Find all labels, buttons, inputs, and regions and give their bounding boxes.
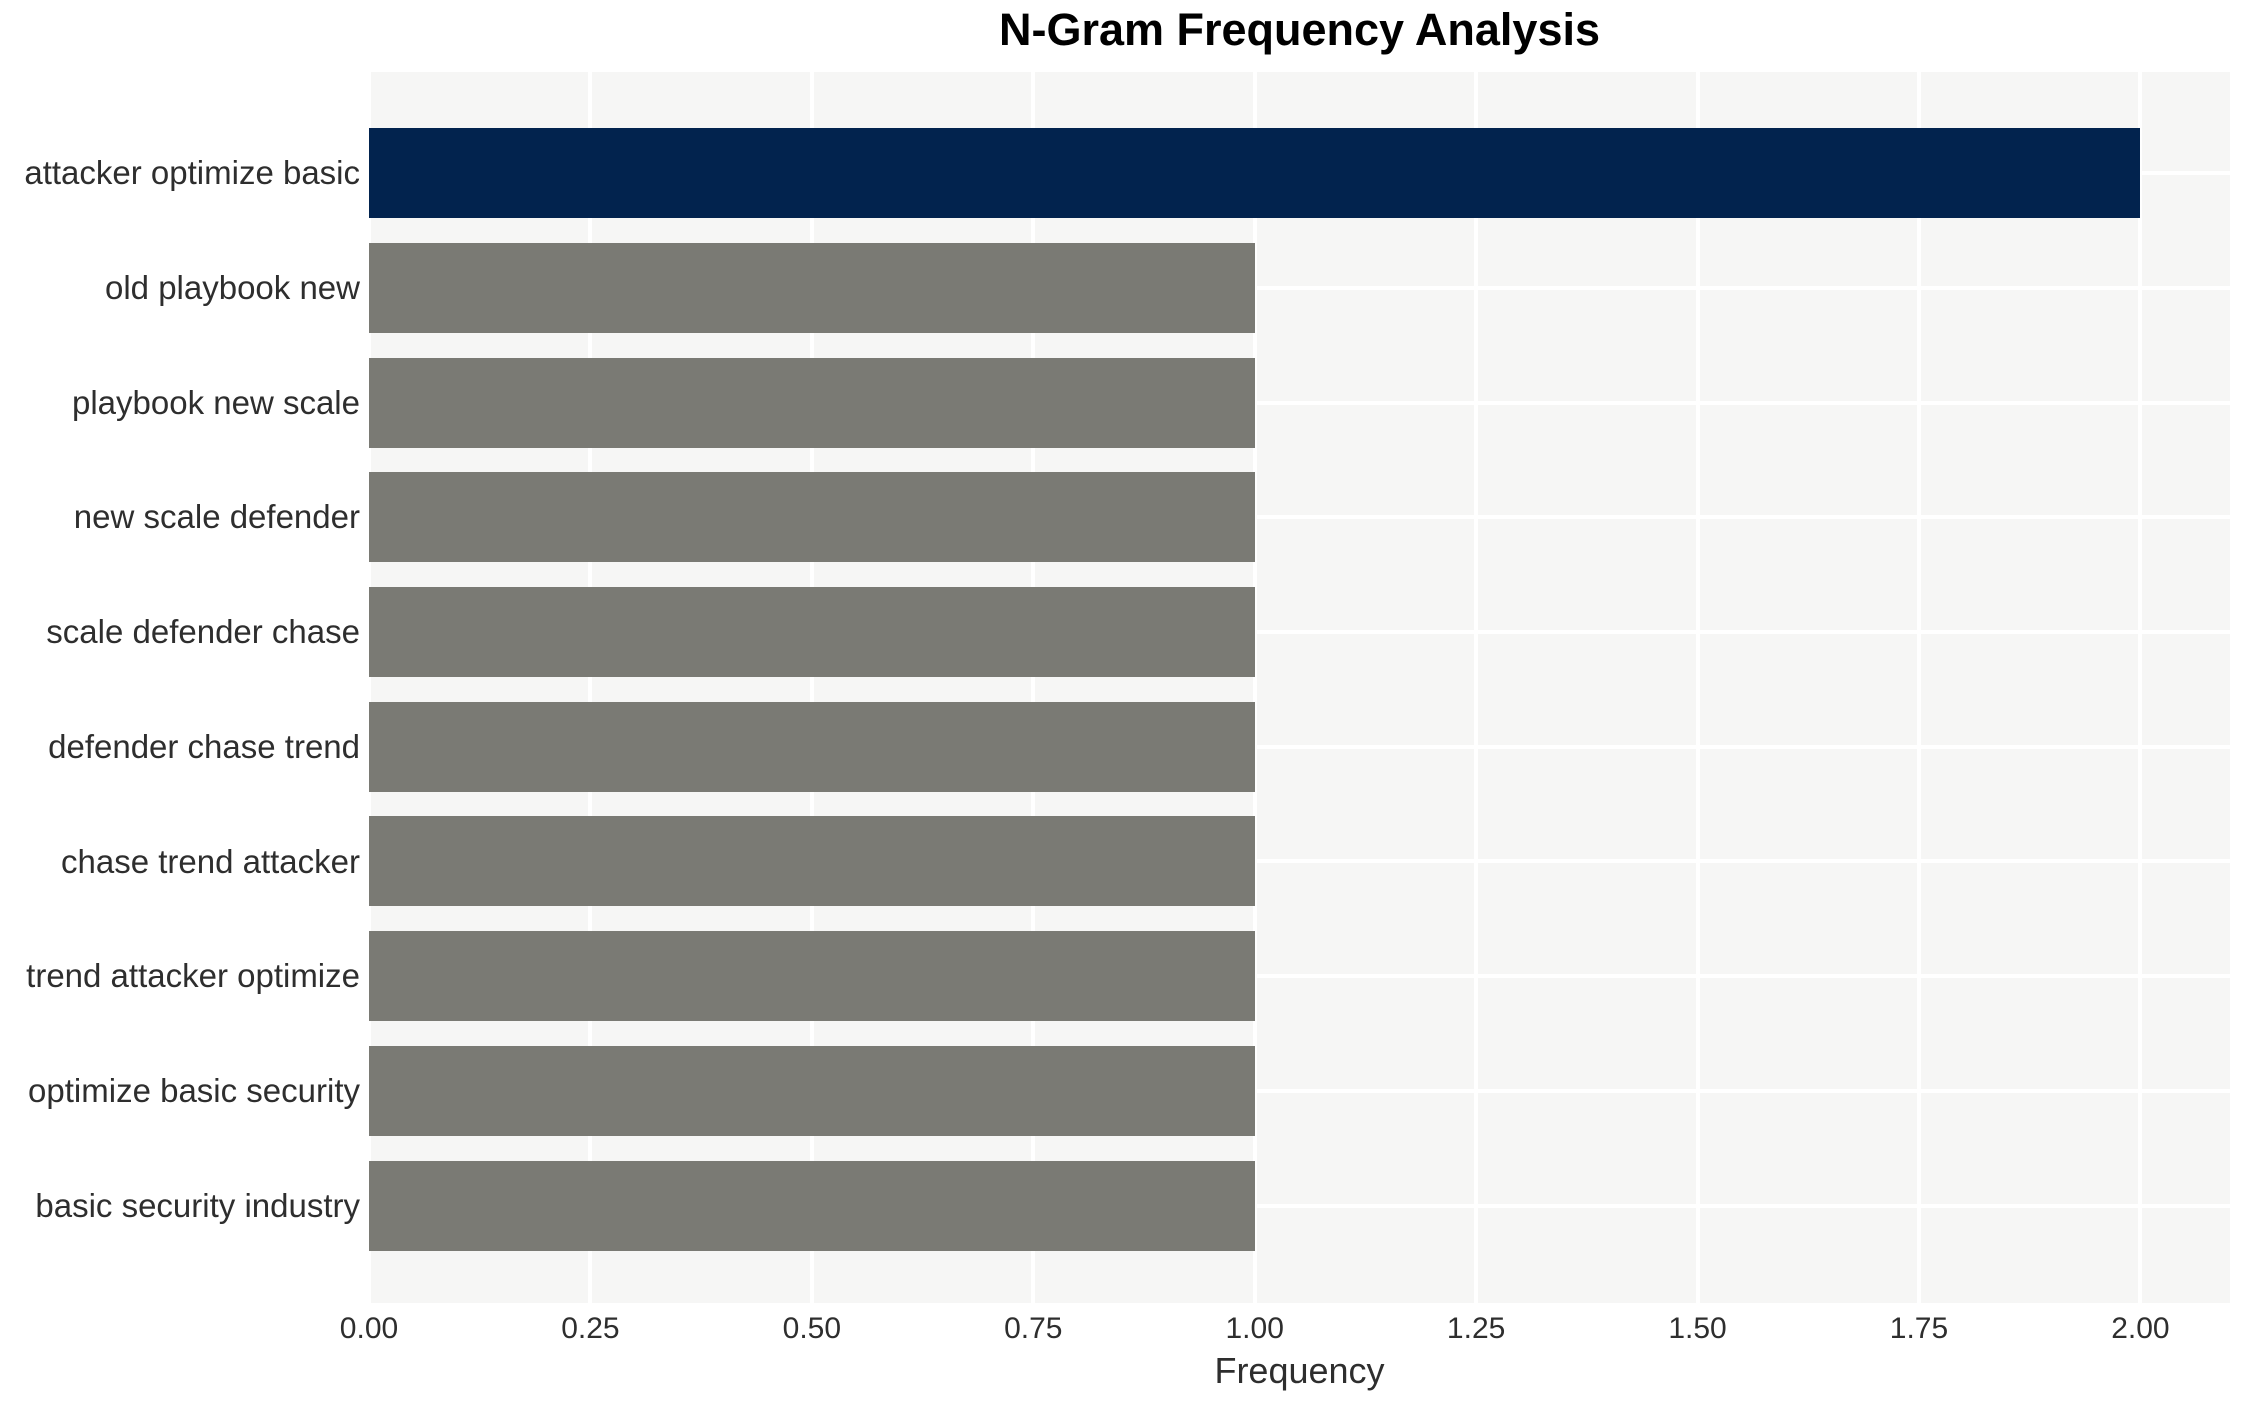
y-axis-label: scale defender chase: [46, 613, 360, 651]
x-axis-tick-label: 1.75: [1889, 1312, 1949, 1345]
y-axis-label: new scale defender: [73, 498, 360, 536]
gridline-horizontal: [369, 286, 2230, 291]
bar-new-scale-defender: [369, 472, 1255, 563]
x-axis-title: Frequency: [1214, 1350, 1385, 1391]
bar-old-playbook-new: [369, 243, 1255, 334]
gridline-vertical: [1252, 72, 1257, 1303]
bar-chase-trend-attacker: [369, 816, 1255, 907]
x-axis-tick-label: 1.25: [1446, 1312, 1506, 1345]
x-axis-tick-label: 2.00: [2111, 1312, 2170, 1345]
y-axis-label: attacker optimize basic: [24, 154, 360, 192]
bar-row: [369, 1148, 2230, 1263]
gridline-vertical: [1031, 72, 1036, 1303]
gridline-horizontal: [369, 400, 2230, 405]
bar-scale-defender-chase: [369, 587, 1255, 678]
plot-area: [367, 72, 2230, 1303]
x-axis-tick-label: 1.00: [1225, 1312, 1284, 1345]
bar-row: [369, 1034, 2230, 1149]
bar-row: [369, 116, 2230, 231]
gridline-horizontal: [369, 974, 2230, 979]
gridline-vertical: [367, 72, 371, 1303]
bar-defender-chase-trend: [369, 701, 1255, 792]
y-axis-label: basic security industry: [35, 1186, 360, 1224]
gridline-vertical: [588, 72, 593, 1303]
x-axis-tick-label: 0.75: [1004, 1312, 1063, 1345]
bar-basic-security-industry: [369, 1160, 1255, 1251]
x-axis-tick-label: 1.50: [1668, 1312, 1727, 1345]
y-axis-label: chase trend attacker: [61, 842, 360, 880]
y-axis-label: trend attacker optimize: [26, 957, 360, 995]
gridline-horizontal: [369, 515, 2230, 520]
x-axis-tick-label: 0.25: [561, 1312, 620, 1345]
gridline-horizontal: [369, 744, 2230, 749]
gridline-horizontal: [369, 1203, 2230, 1208]
chart-title: N-Gram Frequency Analysis: [998, 4, 1601, 55]
gridline-vertical: [1695, 72, 1700, 1303]
bar-row: [369, 345, 2230, 460]
y-axis-label: defender chase trend: [48, 727, 360, 765]
bar-row: [369, 231, 2230, 346]
bar-row: [369, 575, 2230, 690]
gridline-horizontal: [369, 1088, 2230, 1093]
bar-rows: [369, 116, 2230, 1263]
gridline-horizontal: [369, 630, 2230, 635]
bar-attacker-optimize-basic: [369, 128, 2141, 219]
bar-row: [369, 919, 2230, 1034]
bar-playbook-new-scale: [369, 357, 1255, 448]
gridline-vertical: [1474, 72, 1479, 1303]
gridline-vertical: [809, 72, 814, 1303]
bar-row: [369, 689, 2230, 804]
x-axis-tick-label: 0.50: [782, 1312, 842, 1345]
bar-trend-attacker-optimize: [369, 931, 1255, 1022]
y-axis-label: old playbook new: [104, 269, 360, 307]
x-axis-tick-label: 0.00: [339, 1312, 399, 1345]
gridline-horizontal: [369, 859, 2230, 864]
gridline-vertical: [2138, 72, 2143, 1303]
bar-optimize-basic-security: [369, 1045, 1255, 1136]
bar-row: [369, 804, 2230, 919]
bar-row: [369, 460, 2230, 575]
y-axis-label: optimize basic security: [28, 1071, 360, 1109]
gridline-vertical: [1916, 72, 1921, 1303]
y-axis-label: playbook new scale: [71, 383, 360, 421]
